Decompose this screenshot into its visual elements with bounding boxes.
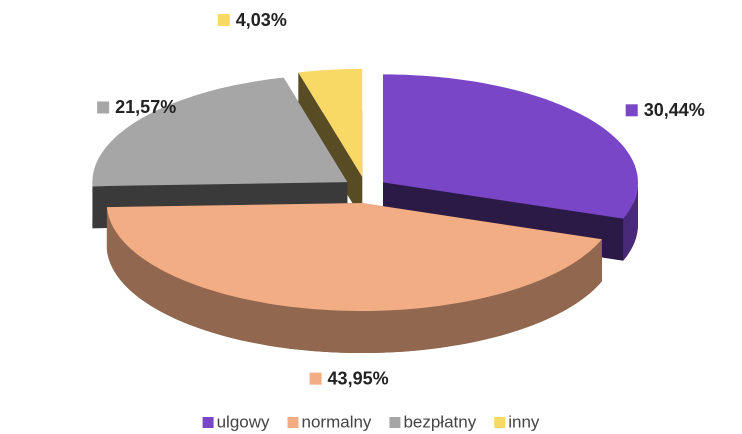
legend-swatch bbox=[287, 417, 299, 428]
label-swatch bbox=[97, 101, 110, 114]
value-label: 21,57% bbox=[115, 97, 176, 117]
label-swatch bbox=[309, 372, 322, 385]
legend-label: bezpłatny bbox=[403, 412, 476, 431]
label-swatch bbox=[625, 104, 638, 117]
slice-top bbox=[298, 68, 363, 177]
value-labels: 30,44% 43,95% 21,57% 4,03% bbox=[97, 10, 705, 388]
slice-top bbox=[92, 77, 348, 187]
legend-label: ulgowy bbox=[217, 412, 270, 431]
value-label: 4,03% bbox=[236, 10, 287, 30]
legend-swatch bbox=[389, 417, 401, 428]
label-swatch bbox=[217, 14, 230, 26]
legend-swatch bbox=[202, 417, 214, 428]
pie bbox=[92, 68, 638, 353]
legend-label: normalny bbox=[302, 412, 372, 431]
legend-label: inny bbox=[508, 412, 540, 431]
slice-side bbox=[106, 207, 602, 353]
slice bbox=[106, 203, 602, 353]
legend-swatch bbox=[494, 417, 506, 428]
slice-side bbox=[623, 182, 638, 261]
value-label: 43,95% bbox=[328, 368, 389, 388]
slice-top bbox=[106, 203, 602, 311]
value-label: 30,44% bbox=[644, 100, 705, 120]
slice-top bbox=[383, 74, 638, 219]
legend: ulgowy normalny bezpłatny inny bbox=[202, 412, 540, 431]
